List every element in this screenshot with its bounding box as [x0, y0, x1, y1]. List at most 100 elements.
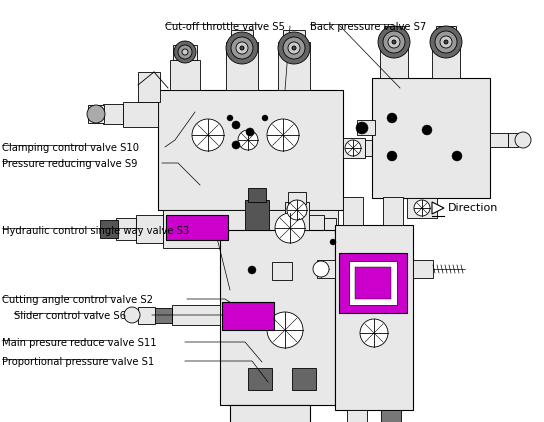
Bar [407, 198, 437, 218]
Bar [138, 72, 160, 102]
Circle shape [414, 200, 430, 216]
Circle shape [452, 151, 462, 161]
Bar [170, 60, 200, 90]
Text: Direction: Direction [448, 203, 498, 213]
Bar [413, 260, 433, 278]
Circle shape [515, 132, 531, 148]
Circle shape [356, 122, 368, 134]
Bar [231, 30, 253, 44]
Circle shape [444, 40, 448, 44]
Circle shape [262, 115, 268, 121]
Bar [292, 368, 316, 390]
Bar [230, 405, 310, 422]
Circle shape [360, 319, 388, 347]
Circle shape [226, 32, 258, 64]
Circle shape [388, 36, 400, 48]
Bar [343, 138, 365, 158]
Bar [100, 220, 118, 238]
Bar [116, 218, 136, 240]
Text: Cutting angle control valve S2: Cutting angle control valve S2 [2, 295, 153, 305]
Circle shape [278, 32, 310, 64]
Circle shape [430, 26, 462, 58]
Circle shape [227, 115, 233, 121]
Bar [349, 261, 397, 305]
Circle shape [287, 200, 307, 220]
Bar [335, 225, 413, 410]
Circle shape [275, 213, 305, 243]
Bar [88, 105, 104, 123]
Circle shape [192, 119, 224, 151]
Bar [381, 410, 401, 422]
Bar [285, 202, 309, 230]
Bar [226, 42, 258, 90]
Bar [324, 218, 336, 240]
Text: Proportional pressure valve S1: Proportional pressure valve S1 [2, 357, 154, 367]
Circle shape [422, 125, 432, 135]
Bar [123, 102, 158, 127]
Bar [380, 36, 408, 78]
Bar [166, 215, 228, 240]
Circle shape [435, 31, 457, 53]
Circle shape [345, 140, 361, 156]
Text: Cut-off throttle valve S5: Cut-off throttle valve S5 [165, 22, 285, 32]
Text: Clamping control valve S10: Clamping control valve S10 [2, 143, 139, 153]
Circle shape [178, 45, 192, 59]
Bar [357, 120, 375, 135]
Bar [355, 267, 391, 299]
Bar [172, 305, 220, 325]
Text: A: A [300, 207, 307, 217]
Circle shape [174, 41, 196, 63]
Bar [436, 26, 456, 38]
Circle shape [313, 261, 329, 277]
Circle shape [232, 121, 240, 129]
Circle shape [267, 312, 303, 348]
Bar [432, 36, 460, 78]
Bar [245, 200, 269, 230]
Bar [278, 42, 310, 90]
Bar [138, 307, 155, 324]
Text: Main presure reduce valve S11: Main presure reduce valve S11 [2, 338, 157, 348]
Text: Hydraulic control single way valve S3: Hydraulic control single way valve S3 [2, 226, 189, 236]
Circle shape [231, 37, 253, 59]
Bar [222, 302, 274, 330]
Circle shape [387, 151, 397, 161]
Bar [220, 230, 335, 405]
Bar [136, 215, 163, 243]
Circle shape [240, 46, 244, 50]
Bar [155, 308, 172, 323]
Bar [365, 140, 375, 156]
Circle shape [87, 105, 105, 123]
Circle shape [283, 37, 305, 59]
Bar [306, 215, 324, 243]
Circle shape [387, 113, 397, 123]
Circle shape [288, 42, 300, 54]
Bar [372, 78, 490, 198]
Bar [343, 197, 363, 225]
Circle shape [392, 40, 396, 44]
Bar [317, 260, 335, 278]
Circle shape [182, 49, 188, 55]
Bar [272, 262, 292, 280]
Circle shape [124, 307, 140, 323]
Text: Pressure reducing valve S9: Pressure reducing valve S9 [2, 159, 138, 169]
Bar [383, 197, 403, 225]
Circle shape [330, 239, 336, 245]
Bar [288, 192, 306, 204]
Bar [339, 253, 407, 313]
Bar [158, 90, 343, 210]
Bar [490, 133, 508, 147]
Text: Slider control valve S6: Slider control valve S6 [14, 311, 126, 321]
Circle shape [440, 36, 452, 48]
Circle shape [267, 119, 299, 151]
Circle shape [383, 31, 405, 53]
Circle shape [236, 42, 248, 54]
Bar [283, 30, 305, 44]
Circle shape [246, 128, 254, 136]
Bar [248, 368, 272, 390]
Bar [508, 133, 518, 147]
Polygon shape [432, 202, 444, 214]
Bar [347, 410, 367, 422]
Bar [384, 26, 404, 38]
Circle shape [238, 130, 258, 150]
Bar [248, 188, 266, 202]
